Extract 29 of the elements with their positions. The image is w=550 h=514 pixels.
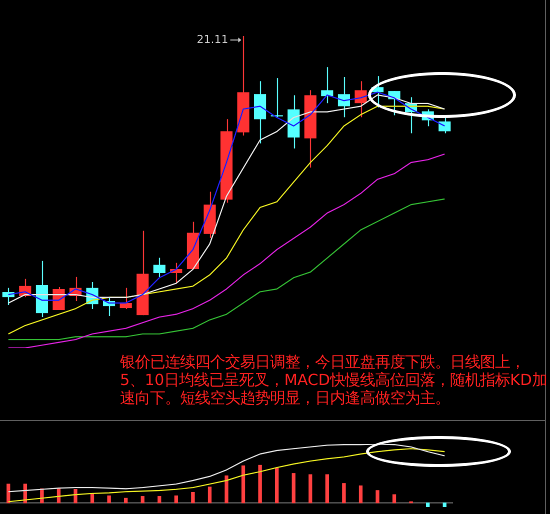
bar [174,495,178,504]
bar [275,468,279,504]
bar [258,464,262,504]
candlestick [354,80,367,118]
candlestick [120,287,132,310]
bar [224,475,228,504]
bar [6,484,10,504]
candlestick [321,66,334,104]
bar [241,465,246,504]
annotation: 21.11 [196,32,228,46]
bar [308,474,312,504]
bar [392,494,396,504]
bar [158,496,162,504]
bar [325,474,329,504]
bar [426,502,430,507]
bar [358,485,363,504]
bar [191,492,195,504]
bar [292,473,296,504]
candlestick [338,76,350,118]
text: 银价已连续四个交易日调整，今日亚盘再度下跌。日线图上，5、10日均线已呈死叉，MACD快慢线高位回落，随机指标KD加速向下。短线空头趋势明显，日内逢高做空为主。 [120,353,548,407]
candlestick [153,257,166,278]
bar [107,495,111,504]
bar [208,486,212,504]
bar [74,489,78,504]
bar [342,483,346,504]
bar [140,496,144,504]
bar [442,502,446,507]
candlestick [438,116,451,134]
bar [376,490,380,504]
